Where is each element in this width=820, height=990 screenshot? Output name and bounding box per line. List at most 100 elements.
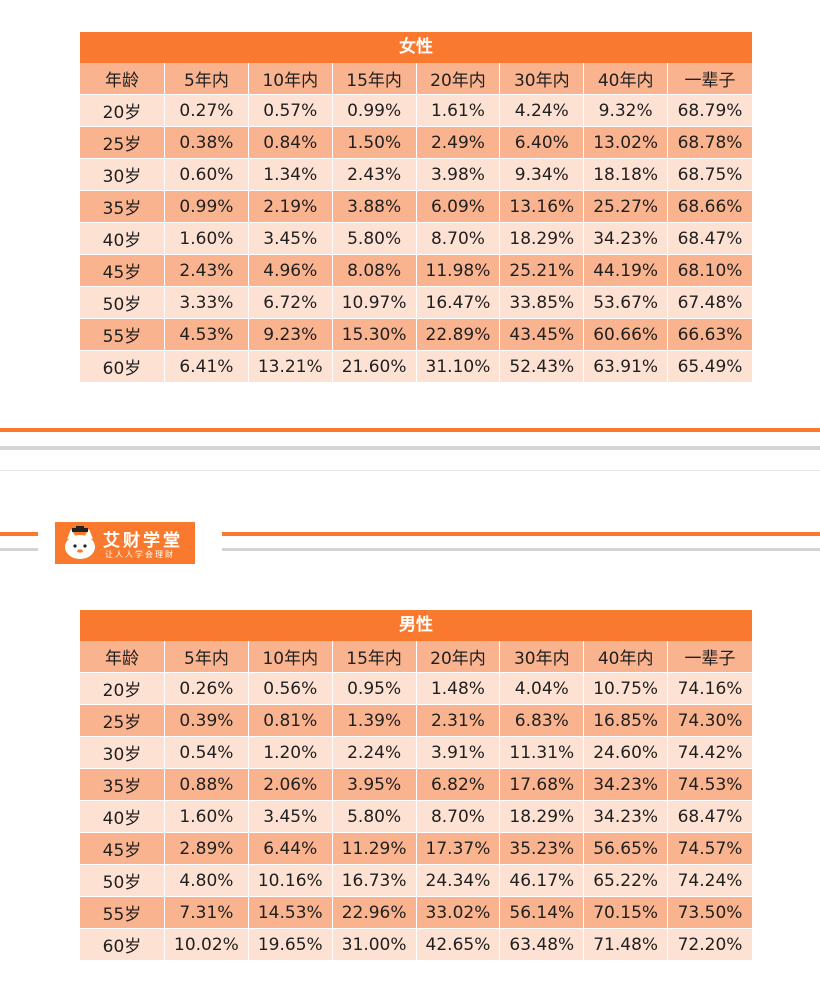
probability-cell: 43.45% bbox=[500, 319, 585, 351]
probability-cell: 0.88% bbox=[165, 769, 249, 801]
probability-cell: 2.06% bbox=[248, 769, 333, 801]
column-header: 40年内 bbox=[584, 63, 669, 95]
probability-cell: 4.53% bbox=[165, 319, 249, 351]
probability-cell: 10.97% bbox=[332, 287, 417, 319]
female-table-body: 20岁 0.27% 0.57% 0.99% 1.61% 4.24% 9.32% 68.79% 2… bbox=[80, 95, 752, 383]
table-row: 20岁 0.27% 0.57% 0.99% 1.61% 4.24% 9.32% 68.79% bbox=[80, 95, 752, 127]
probability-cell: 16.47% bbox=[416, 287, 501, 319]
probability-cell: 56.65% bbox=[584, 833, 669, 865]
probability-cell: 52.43% bbox=[500, 351, 585, 383]
probability-cell: 33.85% bbox=[500, 287, 585, 319]
probability-cell: 6.09% bbox=[416, 191, 501, 223]
probability-cell: 0.99% bbox=[332, 95, 417, 127]
column-header-age: 年龄 bbox=[80, 63, 165, 95]
probability-cell: 46.17% bbox=[500, 865, 585, 897]
age-cell: 55岁 bbox=[80, 319, 165, 351]
age-cell: 20岁 bbox=[80, 673, 165, 705]
probability-cell: 3.98% bbox=[416, 159, 501, 191]
probability-cell: 53.67% bbox=[584, 287, 669, 319]
table-row: 45岁 2.89% 6.44% 11.29% 17.37% 35.23% 56.65% 74.… bbox=[80, 833, 752, 865]
table-row: 25岁 0.39% 0.81% 1.39% 2.31% 6.83% 16.85% 74.30% bbox=[80, 705, 752, 737]
probability-cell: 9.34% bbox=[500, 159, 585, 191]
age-cell: 40岁 bbox=[80, 801, 165, 833]
logo-line-left-grey bbox=[0, 548, 38, 551]
probability-cell: 44.19% bbox=[584, 255, 669, 287]
male-header-row: 年龄 5年内 10年内 15年内 20年内 30年内 40年内 一辈子 bbox=[80, 641, 752, 673]
probability-cell: 22.89% bbox=[416, 319, 501, 351]
probability-cell: 2.43% bbox=[332, 159, 417, 191]
probability-cell: 11.29% bbox=[332, 833, 417, 865]
probability-cell: 67.48% bbox=[668, 287, 752, 319]
probability-cell: 6.83% bbox=[500, 705, 585, 737]
female-table-title: 女性 bbox=[80, 32, 752, 63]
table-row: 40岁 1.60% 3.45% 5.80% 8.70% 18.29% 34.23% 68.47… bbox=[80, 223, 752, 255]
column-header: 10年内 bbox=[248, 641, 333, 673]
female-rate-table: 女性 年龄 5年内 10年内 15年内 20年内 30年内 40年内 一辈子 2… bbox=[80, 32, 752, 383]
probability-cell: 74.24% bbox=[668, 865, 752, 897]
probability-cell: 15.30% bbox=[332, 319, 417, 351]
probability-cell: 68.75% bbox=[668, 159, 752, 191]
age-cell: 20岁 bbox=[80, 95, 165, 127]
probability-cell: 0.84% bbox=[248, 127, 333, 159]
probability-cell: 6.82% bbox=[416, 769, 501, 801]
age-cell: 45岁 bbox=[80, 833, 165, 865]
column-header: 5年内 bbox=[165, 63, 249, 95]
probability-cell: 4.80% bbox=[165, 865, 249, 897]
age-cell: 55岁 bbox=[80, 897, 165, 929]
column-header: 一辈子 bbox=[668, 641, 752, 673]
probability-cell: 63.91% bbox=[584, 351, 669, 383]
table-row: 40岁 1.60% 3.45% 5.80% 8.70% 18.29% 34.23% 68.47… bbox=[80, 801, 752, 833]
probability-cell: 11.31% bbox=[500, 737, 585, 769]
probability-cell: 14.53% bbox=[248, 897, 333, 929]
column-header: 5年内 bbox=[165, 641, 249, 673]
probability-cell: 42.65% bbox=[416, 929, 501, 961]
age-cell: 60岁 bbox=[80, 351, 165, 383]
probability-cell: 0.57% bbox=[248, 95, 333, 127]
probability-cell: 1.60% bbox=[165, 223, 249, 255]
probability-cell: 68.47% bbox=[668, 801, 752, 833]
probability-cell: 4.96% bbox=[248, 255, 333, 287]
probability-cell: 1.20% bbox=[248, 737, 333, 769]
probability-cell: 8.70% bbox=[416, 223, 501, 255]
table-row: 60岁 10.02% 19.65% 31.00% 42.65% 63.48% 71.48% 7… bbox=[80, 929, 752, 961]
probability-cell: 19.65% bbox=[248, 929, 333, 961]
probability-cell: 13.02% bbox=[584, 127, 669, 159]
table-row: 30岁 0.60% 1.34% 2.43% 3.98% 9.34% 18.18% 68.75% bbox=[80, 159, 752, 191]
probability-cell: 68.79% bbox=[668, 95, 752, 127]
age-cell: 60岁 bbox=[80, 929, 165, 961]
probability-cell: 66.63% bbox=[668, 319, 752, 351]
probability-cell: 16.85% bbox=[584, 705, 669, 737]
section-divider-orange bbox=[0, 428, 820, 432]
age-cell: 35岁 bbox=[80, 769, 165, 801]
male-table-body: 20岁 0.26% 0.56% 0.95% 1.48% 4.04% 10.75% 74.16%… bbox=[80, 673, 752, 961]
probability-cell: 4.04% bbox=[500, 673, 585, 705]
table-row: 20岁 0.26% 0.56% 0.95% 1.48% 4.04% 10.75% 74.16% bbox=[80, 673, 752, 705]
probability-cell: 3.88% bbox=[332, 191, 417, 223]
probability-cell: 9.32% bbox=[584, 95, 669, 127]
probability-cell: 1.39% bbox=[332, 705, 417, 737]
probability-cell: 60.66% bbox=[584, 319, 669, 351]
female-header-row: 年龄 5年内 10年内 15年内 20年内 30年内 40年内 一辈子 bbox=[80, 63, 752, 95]
age-cell: 40岁 bbox=[80, 223, 165, 255]
probability-cell: 0.60% bbox=[165, 159, 249, 191]
probability-cell: 18.29% bbox=[500, 801, 585, 833]
probability-cell: 70.15% bbox=[584, 897, 669, 929]
table-row: 60岁 6.41% 13.21% 21.60% 31.10% 52.43% 63.91% 65… bbox=[80, 351, 752, 383]
probability-cell: 9.23% bbox=[248, 319, 333, 351]
probability-cell: 2.89% bbox=[165, 833, 249, 865]
column-header: 15年内 bbox=[332, 641, 417, 673]
section-divider-thin bbox=[0, 470, 820, 471]
probability-cell: 10.75% bbox=[584, 673, 669, 705]
probability-cell: 3.91% bbox=[416, 737, 501, 769]
logo-line-right-orange bbox=[222, 532, 820, 536]
probability-cell: 72.20% bbox=[668, 929, 752, 961]
male-table-title: 男性 bbox=[80, 610, 752, 641]
table-row: 55岁 4.53% 9.23% 15.30% 22.89% 43.45% 60.66% 66.… bbox=[80, 319, 752, 351]
probability-cell: 8.70% bbox=[416, 801, 501, 833]
probability-cell: 56.14% bbox=[500, 897, 585, 929]
probability-cell: 5.80% bbox=[332, 223, 417, 255]
probability-cell: 73.50% bbox=[668, 897, 752, 929]
probability-cell: 68.10% bbox=[668, 255, 752, 287]
probability-cell: 10.16% bbox=[248, 865, 333, 897]
probability-cell: 13.16% bbox=[500, 191, 585, 223]
